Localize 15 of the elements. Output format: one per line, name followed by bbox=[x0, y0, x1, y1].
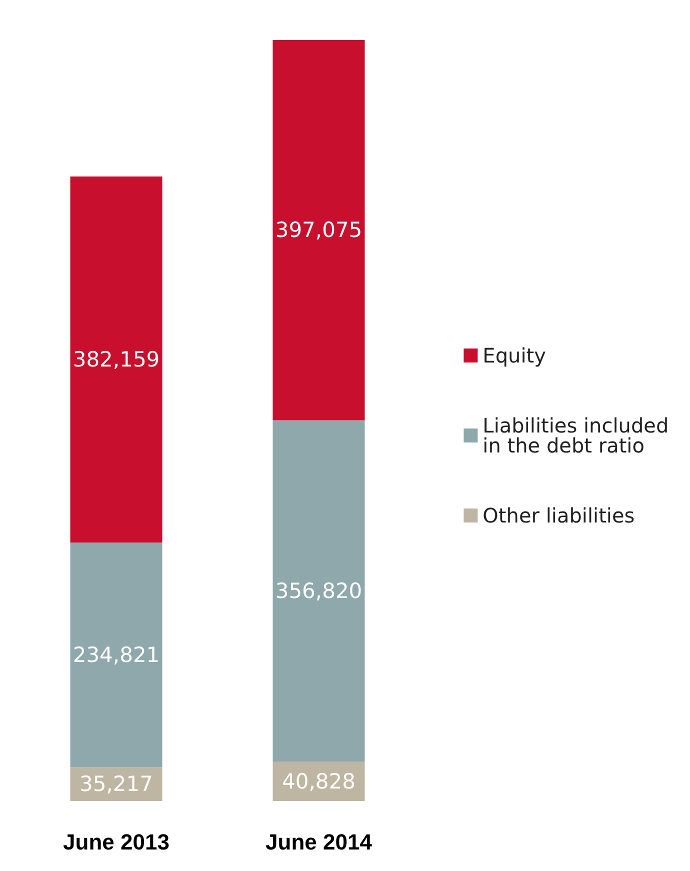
legend-label: Other liabilities bbox=[482, 504, 635, 528]
data-label: 356,820 bbox=[275, 579, 362, 604]
legend-label: Liabilities included in the debt ratio bbox=[482, 414, 676, 458]
data-label: 382,159 bbox=[72, 347, 160, 372]
x-tick-label: June 2013 bbox=[63, 830, 170, 854]
bar bbox=[272, 420, 365, 762]
data-label: 397,075 bbox=[275, 218, 362, 242]
bar bbox=[70, 176, 162, 542]
data-label: 40,828 bbox=[282, 769, 356, 794]
bar bbox=[272, 40, 365, 420]
data-label: 35,217 bbox=[80, 772, 153, 796]
x-tick-label: June 2014 bbox=[266, 830, 373, 854]
bar bbox=[70, 542, 162, 768]
data-label: 234,821 bbox=[72, 642, 160, 667]
legend-label: Equity bbox=[482, 344, 546, 368]
